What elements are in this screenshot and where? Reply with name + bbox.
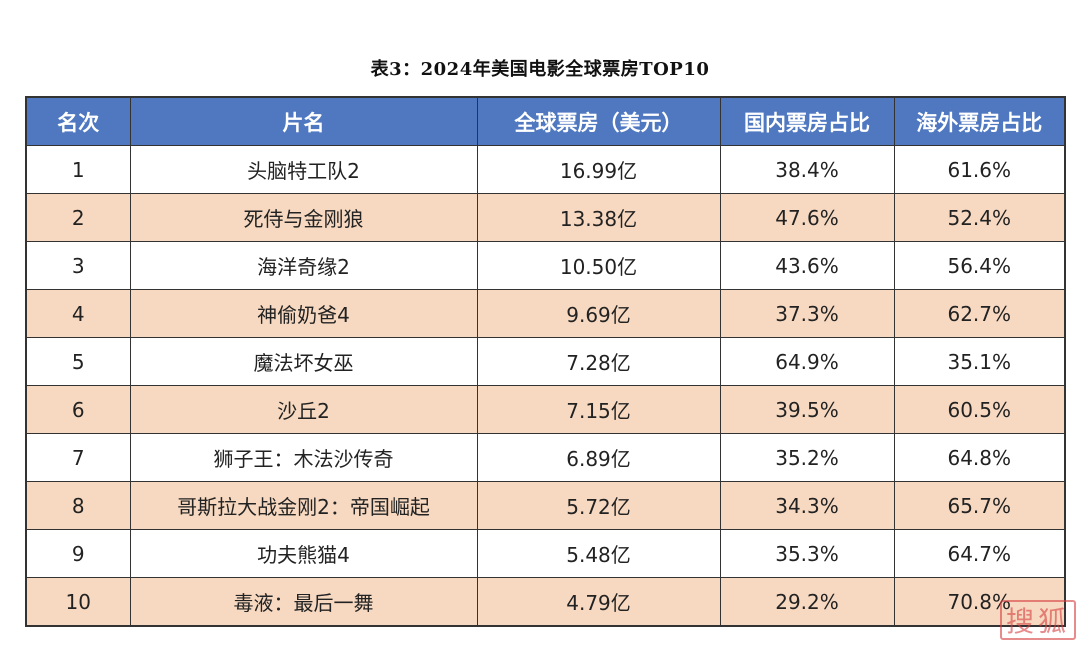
cell-domestic-share: 37.3% — [719, 289, 895, 338]
cell-rank: 4 — [25, 289, 131, 338]
cell-overseas-share: 52.4% — [893, 193, 1066, 242]
box-office-table: 名次 片名 全球票房（美元） 国内票房占比 海外票房占比 1 头脑特工队2 16… — [25, 96, 1066, 627]
cell-rank: 10 — [25, 577, 131, 627]
cell-title: 头脑特工队2 — [129, 145, 478, 194]
header-rank: 名次 — [25, 96, 131, 146]
header-title: 片名 — [129, 96, 478, 146]
cell-title: 神偷奶爸4 — [129, 289, 478, 338]
table-caption: 表3：2024年美国电影全球票房TOP10 — [370, 59, 710, 80]
cell-global-box-office: 16.99亿 — [476, 145, 721, 194]
header-domestic-share: 国内票房占比 — [719, 96, 895, 146]
cell-domestic-share: 39.5% — [719, 385, 895, 434]
cell-rank: 5 — [25, 337, 131, 386]
cell-domestic-share: 35.3% — [719, 529, 895, 578]
cell-rank: 7 — [25, 433, 131, 482]
header-global-box-office: 全球票房（美元） — [476, 96, 721, 146]
cell-domestic-share: 38.4% — [719, 145, 895, 194]
cell-overseas-share: 65.7% — [893, 481, 1066, 530]
cell-global-box-office: 7.15亿 — [476, 385, 721, 434]
table-row: 4 神偷奶爸4 9.69亿 37.3% 62.7% — [25, 289, 1066, 338]
table-row: 6 沙丘2 7.15亿 39.5% 60.5% — [25, 385, 1066, 434]
table-header-row: 名次 片名 全球票房（美元） 国内票房占比 海外票房占比 — [25, 96, 1066, 146]
cell-title: 功夫熊猫4 — [129, 529, 478, 578]
table-row: 5 魔法坏女巫 7.28亿 64.9% 35.1% — [25, 337, 1066, 386]
cell-rank: 1 — [25, 145, 131, 194]
cell-global-box-office: 6.89亿 — [476, 433, 721, 482]
cell-overseas-share: 64.8% — [893, 433, 1066, 482]
cell-overseas-share: 61.6% — [893, 145, 1066, 194]
cell-title: 魔法坏女巫 — [129, 337, 478, 386]
cell-overseas-share: 64.7% — [893, 529, 1066, 578]
watermark-logo: 搜狐 — [1000, 600, 1076, 640]
cell-overseas-share: 35.1% — [893, 337, 1066, 386]
cell-domestic-share: 43.6% — [719, 241, 895, 290]
cell-title: 沙丘2 — [129, 385, 478, 434]
cell-title: 哥斯拉大战金刚2：帝国崛起 — [129, 481, 478, 530]
cell-rank: 6 — [25, 385, 131, 434]
table-row: 2 死侍与金刚狼 13.38亿 47.6% 52.4% — [25, 193, 1066, 242]
table-row: 1 头脑特工队2 16.99亿 38.4% 61.6% — [25, 145, 1066, 194]
cell-global-box-office: 10.50亿 — [476, 241, 721, 290]
cell-global-box-office: 7.28亿 — [476, 337, 721, 386]
table-row: 10 毒液：最后一舞 4.79亿 29.2% 70.8% — [25, 577, 1066, 627]
cell-rank: 8 — [25, 481, 131, 530]
cell-overseas-share: 62.7% — [893, 289, 1066, 338]
cell-title: 海洋奇缘2 — [129, 241, 478, 290]
table-row: 9 功夫熊猫4 5.48亿 35.3% 64.7% — [25, 529, 1066, 578]
cell-title: 狮子王：木法沙传奇 — [129, 433, 478, 482]
header-overseas-share: 海外票房占比 — [893, 96, 1066, 146]
cell-global-box-office: 5.48亿 — [476, 529, 721, 578]
cell-rank: 3 — [25, 241, 131, 290]
cell-overseas-share: 60.5% — [893, 385, 1066, 434]
cell-overseas-share: 56.4% — [893, 241, 1066, 290]
cell-title: 毒液：最后一舞 — [129, 577, 478, 627]
cell-title: 死侍与金刚狼 — [129, 193, 478, 242]
cell-global-box-office: 13.38亿 — [476, 193, 721, 242]
cell-global-box-office: 9.69亿 — [476, 289, 721, 338]
cell-rank: 9 — [25, 529, 131, 578]
cell-domestic-share: 34.3% — [719, 481, 895, 530]
cell-domestic-share: 64.9% — [719, 337, 895, 386]
cell-domestic-share: 35.2% — [719, 433, 895, 482]
table-row: 3 海洋奇缘2 10.50亿 43.6% 56.4% — [25, 241, 1066, 290]
cell-global-box-office: 5.72亿 — [476, 481, 721, 530]
cell-domestic-share: 29.2% — [719, 577, 895, 627]
cell-domestic-share: 47.6% — [719, 193, 895, 242]
cell-rank: 2 — [25, 193, 131, 242]
table-row: 8 哥斯拉大战金刚2：帝国崛起 5.72亿 34.3% 65.7% — [25, 481, 1066, 530]
cell-global-box-office: 4.79亿 — [476, 577, 721, 627]
table-row: 7 狮子王：木法沙传奇 6.89亿 35.2% 64.8% — [25, 433, 1066, 482]
